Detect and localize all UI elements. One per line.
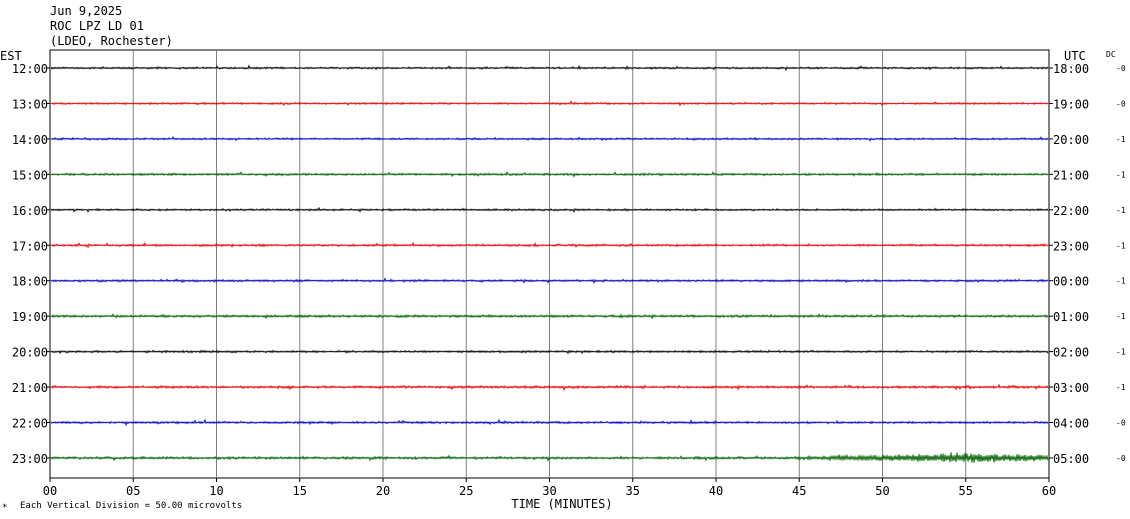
header-date: Jun 9,2025	[50, 4, 123, 18]
x-tick-label: 20	[376, 484, 390, 498]
footnote-mark: *	[2, 503, 7, 513]
est-row-label: 17:00	[12, 239, 48, 253]
dc-offset-label: -1	[1116, 241, 1126, 250]
trace-line	[50, 418, 1049, 427]
trace-line	[50, 206, 1049, 214]
utc-row-label: 01:00	[1053, 310, 1089, 324]
trace-line	[50, 349, 1049, 355]
x-tick-label: 40	[709, 484, 723, 498]
dc-offset-label: -1	[1116, 206, 1126, 215]
dc-offset-label: -1	[1116, 135, 1126, 144]
x-axis-title: TIME (MINUTES)	[511, 497, 612, 511]
utc-row-label: 05:00	[1053, 452, 1089, 466]
x-tick-label: 15	[293, 484, 307, 498]
x-tick-label: 25	[459, 484, 473, 498]
utc-row-label: 22:00	[1053, 204, 1089, 218]
trace-line	[50, 135, 1049, 142]
est-axis-label: EST	[0, 49, 22, 63]
est-row-label: 12:00	[12, 62, 48, 76]
x-tick-label: 10	[209, 484, 223, 498]
dc-offset-label: -0	[1116, 454, 1126, 463]
est-row-label: 14:00	[12, 133, 48, 147]
x-tick-label: 35	[626, 484, 640, 498]
trace-line	[50, 241, 1049, 249]
dc-offset-label: -1	[1116, 383, 1126, 392]
est-row-label: 21:00	[12, 381, 48, 395]
est-row-label: 19:00	[12, 310, 48, 324]
utc-row-label: 19:00	[1053, 97, 1089, 111]
utc-row-label: 03:00	[1053, 381, 1089, 395]
dc-label: DC	[1106, 50, 1116, 59]
x-tick-label: 50	[875, 484, 889, 498]
est-row-label: 13:00	[12, 97, 48, 111]
x-tick-label: 60	[1042, 484, 1056, 498]
utc-row-label: 04:00	[1053, 417, 1089, 431]
trace-line	[50, 277, 1049, 285]
x-tick-label: 05	[126, 484, 140, 498]
est-row-label: 22:00	[12, 417, 48, 431]
trace-line	[50, 383, 1049, 392]
x-tick-label: 45	[792, 484, 806, 498]
est-row-label: 15:00	[12, 168, 48, 182]
dc-offset-label: -0	[1116, 64, 1126, 73]
dc-offset-label: -1	[1116, 170, 1126, 179]
utc-row-label: 18:00	[1053, 62, 1089, 76]
dc-offset-label: -0	[1116, 99, 1126, 108]
trace-line	[50, 100, 1049, 107]
utc-row-label: 02:00	[1053, 346, 1089, 360]
header-station: ROC LPZ LD 01	[50, 19, 144, 33]
footnote-text: Each Vertical Division = 50.00 microvolt…	[20, 501, 242, 511]
est-row-label: 20:00	[12, 346, 48, 360]
dc-offset-label: -1	[1116, 277, 1126, 286]
utc-row-label: 20:00	[1053, 133, 1089, 147]
utc-axis-label: UTC	[1064, 49, 1086, 63]
utc-row-label: 21:00	[1053, 168, 1089, 182]
est-row-label: 16:00	[12, 204, 48, 218]
x-tick-label: 55	[959, 484, 973, 498]
trace-line	[50, 452, 1049, 463]
dc-offset-label: -0	[1116, 419, 1126, 428]
x-tick-label: 00	[43, 484, 57, 498]
utc-row-label: 00:00	[1053, 275, 1089, 289]
dc-offset-label: -1	[1116, 312, 1126, 321]
trace-line	[50, 170, 1049, 178]
utc-row-label: 23:00	[1053, 239, 1089, 253]
header-network: (LDEO, Rochester)	[50, 34, 173, 48]
trace-line	[50, 313, 1049, 320]
est-row-label: 18:00	[12, 275, 48, 289]
x-tick-label: 30	[542, 484, 556, 498]
dc-offset-label: -1	[1116, 348, 1126, 357]
trace-line	[50, 64, 1049, 72]
est-row-label: 23:00	[12, 452, 48, 466]
